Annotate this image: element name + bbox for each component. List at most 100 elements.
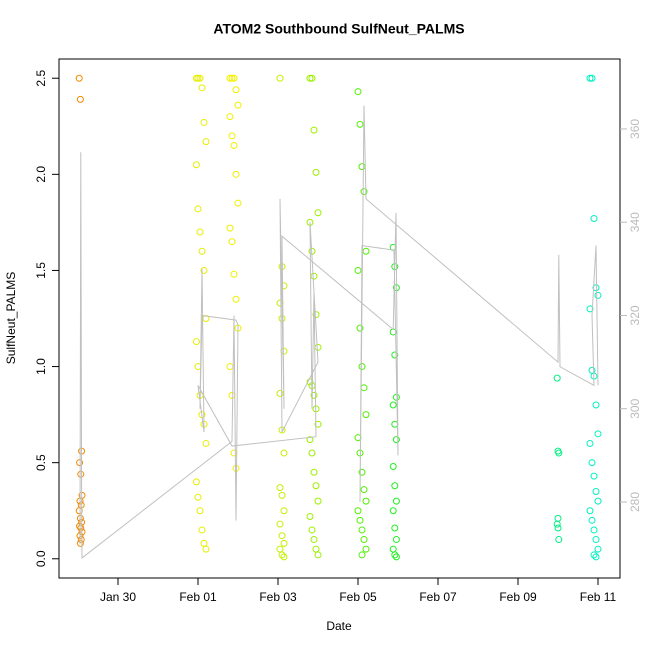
point — [590, 526, 598, 534]
point — [77, 470, 85, 478]
point — [594, 291, 602, 299]
point — [76, 459, 84, 467]
x-tick-label: Feb 09 — [499, 590, 537, 604]
y-tick-label: 0.5 — [34, 454, 48, 471]
point — [310, 536, 318, 544]
point — [592, 553, 600, 561]
point — [308, 526, 316, 534]
point — [194, 74, 202, 82]
point — [194, 493, 202, 501]
point — [554, 514, 562, 522]
y-tick-label: 2.0 — [34, 166, 48, 183]
point — [392, 536, 400, 544]
point — [592, 401, 600, 409]
point — [362, 497, 370, 505]
line — [79, 105, 599, 559]
point — [592, 488, 600, 495]
point — [196, 507, 204, 515]
point — [358, 551, 366, 559]
point — [314, 209, 322, 217]
point — [389, 463, 397, 471]
point — [306, 512, 314, 520]
y-axis-title: SulfNeut_PALMS — [4, 272, 18, 365]
point — [226, 224, 234, 232]
point — [592, 536, 600, 544]
point — [314, 551, 322, 559]
point — [360, 486, 368, 494]
point — [312, 545, 320, 553]
point — [75, 74, 83, 82]
point — [234, 199, 242, 207]
point — [588, 459, 596, 467]
x-axis-title: Date — [326, 619, 352, 633]
point — [232, 170, 240, 178]
point — [280, 539, 288, 547]
point — [196, 74, 204, 82]
x-tick-label: Feb 03 — [259, 590, 297, 604]
point — [226, 363, 234, 371]
point — [202, 545, 210, 553]
point — [586, 305, 594, 313]
point — [276, 520, 284, 528]
point — [391, 524, 399, 532]
point — [314, 343, 322, 351]
point — [553, 374, 561, 382]
x-tick-label: Feb 11 — [580, 590, 617, 604]
point — [358, 363, 366, 371]
y-tick-label: 2.5 — [34, 70, 48, 87]
point — [230, 270, 238, 278]
y2-tick-label: 360 — [628, 119, 642, 139]
point — [198, 84, 206, 92]
chart-title: ATOM2 Southbound SulfNeut_PALMS — [213, 21, 464, 37]
point — [192, 338, 200, 346]
point — [553, 520, 561, 528]
x-tick-label: Feb 05 — [339, 590, 377, 604]
point — [192, 478, 200, 486]
x-tick-label: Jan 30 — [100, 590, 136, 604]
point — [76, 95, 84, 103]
point — [228, 74, 236, 82]
point — [312, 168, 320, 176]
point — [228, 132, 236, 140]
point — [354, 88, 362, 96]
point — [391, 551, 399, 559]
point — [306, 378, 314, 386]
point — [594, 497, 602, 505]
y-tick-label: 0.0 — [34, 550, 48, 567]
point — [588, 74, 596, 82]
point — [586, 439, 594, 447]
point — [198, 247, 206, 255]
x-tick-label: Feb 01 — [179, 590, 217, 604]
point — [356, 324, 364, 332]
point — [310, 126, 318, 134]
point — [358, 526, 366, 534]
point — [226, 113, 234, 121]
point — [360, 188, 368, 196]
x-tick-label: Feb 07 — [419, 590, 457, 604]
point — [314, 497, 322, 505]
point — [202, 138, 210, 146]
point — [198, 526, 206, 534]
point — [306, 74, 314, 82]
y2-tick-label: 300 — [628, 398, 642, 418]
point — [389, 507, 397, 515]
point — [308, 74, 316, 82]
y2-tick-label: 320 — [628, 305, 642, 325]
y-tick-label: 1.0 — [34, 358, 48, 375]
point — [594, 545, 602, 553]
point — [276, 74, 284, 82]
point — [590, 472, 598, 480]
point — [280, 507, 288, 515]
point — [228, 238, 236, 246]
point — [592, 284, 600, 292]
point — [358, 163, 366, 171]
point — [392, 497, 400, 505]
point — [200, 266, 208, 274]
point — [360, 536, 368, 544]
point — [312, 311, 320, 319]
point — [276, 484, 284, 492]
y2-tick-label: 340 — [628, 212, 642, 232]
point — [389, 545, 397, 553]
point — [588, 516, 596, 524]
point — [230, 142, 238, 149]
